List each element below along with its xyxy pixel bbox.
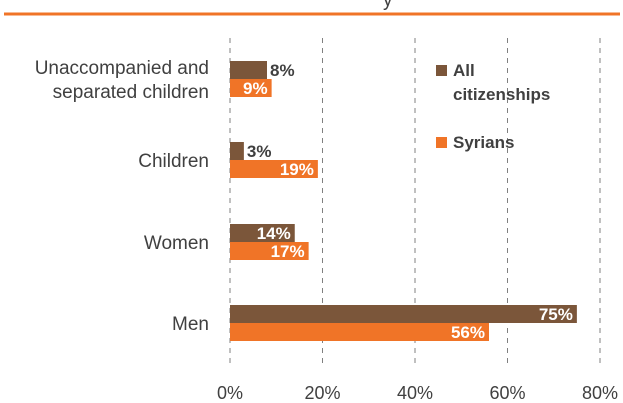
data-label: 3% xyxy=(247,142,272,161)
x-tick-label: 20% xyxy=(304,383,340,403)
legend-label-line: citizenships xyxy=(453,85,550,104)
header-text-fragment: y xyxy=(383,0,393,11)
x-tick-label: 0% xyxy=(217,383,243,403)
data-label: 9% xyxy=(243,79,268,98)
data-label: 8% xyxy=(270,61,295,80)
x-tick-label: 60% xyxy=(489,383,525,403)
bar xyxy=(230,323,489,341)
bar xyxy=(230,160,318,178)
data-label: 17% xyxy=(271,242,305,261)
legend-label-line: Syrians xyxy=(453,133,514,152)
bar xyxy=(230,79,272,97)
data-label: 56% xyxy=(451,323,485,342)
category-label-line: Men xyxy=(172,314,209,335)
legend-swatch xyxy=(436,137,447,148)
bars: 8%9% 3% 19% 14%17% 75% 56% xyxy=(230,61,577,342)
legend-label: All citizenships xyxy=(453,61,550,104)
legend-swatch xyxy=(436,65,447,76)
category-label-line: Women xyxy=(144,233,209,254)
bar xyxy=(230,142,244,160)
data-label: 14% xyxy=(257,224,291,243)
x-tick-label: 80% xyxy=(582,383,618,403)
category-labels: Unaccompanied and separated children Child… xyxy=(35,58,209,335)
data-label: 19% xyxy=(280,160,314,179)
category-label: Men xyxy=(172,314,209,335)
bar xyxy=(230,61,267,79)
category-label: Unaccompanied and separated children xyxy=(35,58,209,103)
bar xyxy=(230,224,295,242)
category-label: Women xyxy=(144,233,209,254)
bar xyxy=(230,242,309,260)
legend: All citizenships Syrians xyxy=(436,61,550,152)
category-label: Children xyxy=(138,151,209,172)
legend-label: Syrians xyxy=(453,133,514,152)
legend-label-line: All xyxy=(453,61,475,80)
category-label-line: separated children xyxy=(53,82,209,103)
x-tick-label: 40% xyxy=(397,383,433,403)
bar xyxy=(230,305,577,323)
category-label-line: Children xyxy=(138,151,209,172)
x-tick-labels: 0% 20% 40% 60% 80% xyxy=(217,383,618,403)
category-label-line: Unaccompanied and xyxy=(35,58,209,79)
data-label: 75% xyxy=(539,305,573,324)
